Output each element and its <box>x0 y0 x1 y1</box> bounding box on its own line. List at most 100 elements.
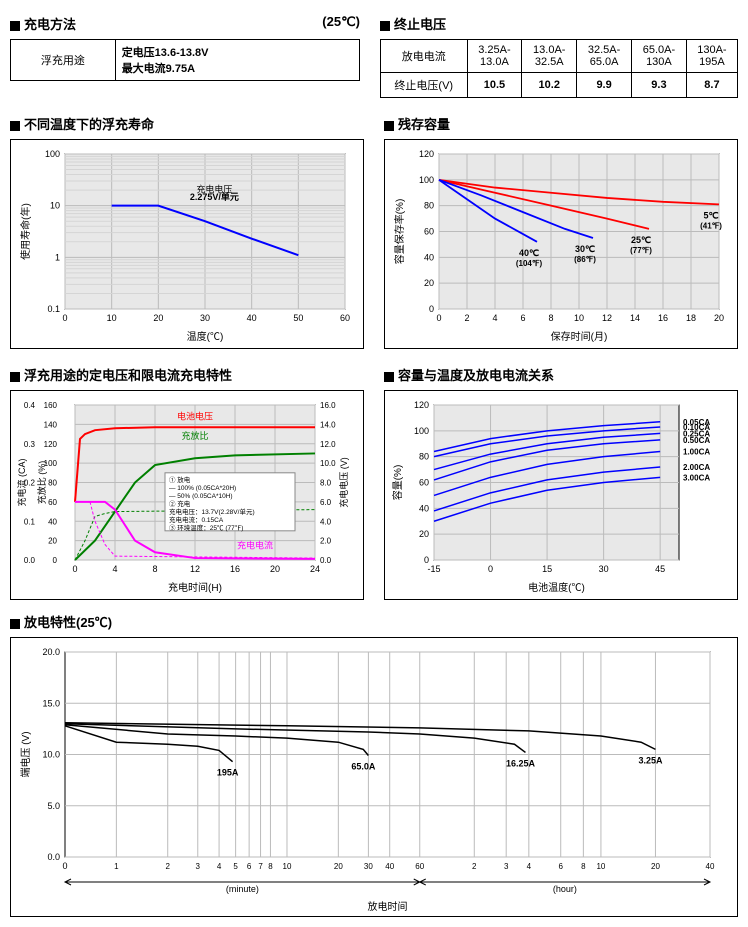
svg-text:40: 40 <box>419 503 429 513</box>
svg-text:60: 60 <box>340 313 350 323</box>
svg-text:2: 2 <box>165 862 170 871</box>
svg-text:195A: 195A <box>217 768 239 778</box>
chart-discharge: 0123456781020304060234681020400.05.010.0… <box>15 642 725 912</box>
svg-text:16: 16 <box>230 564 240 574</box>
svg-text:24: 24 <box>310 564 320 574</box>
svg-text:6: 6 <box>559 862 564 871</box>
svg-text:0: 0 <box>429 304 434 314</box>
svg-text:8: 8 <box>152 564 157 574</box>
svg-text:6.0: 6.0 <box>320 498 332 507</box>
svg-text:14: 14 <box>630 313 640 323</box>
svg-text:充放比: 充放比 <box>181 430 208 441</box>
svg-text:20: 20 <box>424 278 434 288</box>
svg-text:40: 40 <box>247 313 257 323</box>
svg-text:100: 100 <box>45 149 60 159</box>
charging-method-table: 浮充用途 定电压13.6-13.8V最大电流9.75A <box>10 39 360 81</box>
svg-text:0.50CA: 0.50CA <box>683 436 710 445</box>
svg-text:4.0: 4.0 <box>320 517 332 526</box>
svg-text:2.275V/单元: 2.275V/单元 <box>190 191 239 202</box>
svg-text:0: 0 <box>72 564 77 574</box>
svg-text:(minute): (minute) <box>226 884 259 894</box>
svg-text:5.0: 5.0 <box>47 801 60 811</box>
svg-text:30: 30 <box>599 564 609 574</box>
title-discharge: 放电特性(25℃) <box>10 612 738 631</box>
svg-text:20: 20 <box>651 862 660 871</box>
svg-text:(77℉): (77℉) <box>630 246 652 255</box>
chart-residual: 024681012141618200204060801001205℃(41℉)2… <box>389 144 729 344</box>
svg-text:20: 20 <box>270 564 280 574</box>
svg-text:0.3: 0.3 <box>24 440 36 449</box>
svg-text:3.00CA: 3.00CA <box>683 473 710 482</box>
svg-text:1.00CA: 1.00CA <box>683 448 710 457</box>
svg-text:10: 10 <box>283 862 292 871</box>
svg-text:20.0: 20.0 <box>42 647 60 657</box>
chart-captemp: -1501530450204060801001200.05CA0.10CA0.2… <box>389 395 729 595</box>
svg-text:充放比 (%): 充放比 (%) <box>36 461 47 505</box>
svg-text:12: 12 <box>190 564 200 574</box>
svg-text:8: 8 <box>581 862 586 871</box>
svg-text:2: 2 <box>472 862 477 871</box>
svg-text:40: 40 <box>48 517 57 526</box>
svg-text:16: 16 <box>658 313 668 323</box>
cutoff-table: 放电电流 3.25A-13.0A 13.0A-32.5A 32.5A-65.0A… <box>380 39 738 98</box>
svg-text:0: 0 <box>424 555 429 565</box>
svg-text:— 100% (0.05CA*20H): — 100% (0.05CA*20H) <box>169 485 236 492</box>
svg-text:18: 18 <box>686 313 696 323</box>
svg-text:65.0A: 65.0A <box>351 762 376 772</box>
svg-text:③ 环境温度：25℃ (77℉): ③ 环境温度：25℃ (77℉) <box>169 523 243 532</box>
svg-text:0.1: 0.1 <box>47 304 60 314</box>
svg-text:6: 6 <box>247 862 252 871</box>
svg-text:保存时间(月): 保存时间(月) <box>551 330 608 343</box>
svg-text:充电电压 (V): 充电电压 (V) <box>338 457 349 508</box>
svg-text:10: 10 <box>596 862 605 871</box>
svg-text:5℃: 5℃ <box>703 210 718 220</box>
title-captemp: 容量与温度及放电电流关系 <box>384 365 738 384</box>
svg-text:14.0: 14.0 <box>320 420 336 429</box>
svg-text:3: 3 <box>196 862 201 871</box>
svg-text:10.0: 10.0 <box>320 459 336 468</box>
svg-text:80: 80 <box>48 479 57 488</box>
svg-text:充电流 (CA): 充电流 (CA) <box>16 458 27 506</box>
svg-text:40℃: 40℃ <box>519 248 539 258</box>
svg-text:0.0: 0.0 <box>320 556 332 565</box>
svg-text:0: 0 <box>53 556 58 565</box>
svg-text:电池温度(℃): 电池温度(℃) <box>528 581 585 594</box>
svg-text:20: 20 <box>153 313 163 323</box>
svg-text:(hour): (hour) <box>553 884 577 894</box>
svg-text:② 充电: ② 充电 <box>169 499 191 508</box>
svg-text:0.0: 0.0 <box>47 852 60 862</box>
svg-text:60: 60 <box>415 862 424 871</box>
svg-text:4: 4 <box>492 313 497 323</box>
svg-text:2.00CA: 2.00CA <box>683 463 710 472</box>
svg-text:5: 5 <box>233 862 238 871</box>
svg-text:60: 60 <box>419 478 429 488</box>
svg-text:20: 20 <box>48 537 57 546</box>
svg-text:充电时间(H): 充电时间(H) <box>168 581 222 594</box>
svg-text:160: 160 <box>44 401 58 410</box>
svg-text:30: 30 <box>364 862 373 871</box>
svg-text:60: 60 <box>48 498 57 507</box>
svg-text:① 放电: ① 放电 <box>169 475 191 484</box>
svg-text:120: 120 <box>419 149 434 159</box>
cutoff-h3: 65.0A-130A <box>632 40 687 73</box>
svg-text:12: 12 <box>602 313 612 323</box>
svg-text:7: 7 <box>258 862 263 871</box>
title-float-life: 不同温度下的浮充寿命 <box>10 114 364 133</box>
chart-float-life: 01020304050600.1110100温度(℃)使用寿命(年)充电电压2.… <box>15 144 355 344</box>
svg-text:-15: -15 <box>427 564 440 574</box>
svg-text:充电电压：13.7V(2.28V/单元): 充电电压：13.7V(2.28V/单元) <box>169 507 255 516</box>
svg-text:容量(%): 容量(%) <box>391 465 404 501</box>
svg-text:放电时间: 放电时间 <box>368 900 408 912</box>
svg-text:80: 80 <box>424 201 434 211</box>
svg-text:2: 2 <box>464 313 469 323</box>
svg-text:(104℉): (104℉) <box>516 259 543 268</box>
svg-text:电池电压: 电池电压 <box>177 411 213 422</box>
svg-text:40: 40 <box>424 252 434 262</box>
svg-text:8: 8 <box>268 862 273 871</box>
svg-text:40: 40 <box>706 862 715 871</box>
svg-text:0.4: 0.4 <box>24 401 36 410</box>
title-residual: 残存容量 <box>384 114 738 133</box>
svg-text:100: 100 <box>414 426 429 436</box>
svg-text:15: 15 <box>542 564 552 574</box>
svg-text:20: 20 <box>714 313 724 323</box>
